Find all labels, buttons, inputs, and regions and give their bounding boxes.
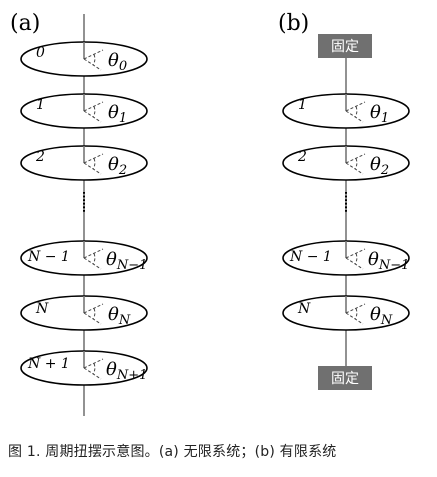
- theta-label: θN: [108, 304, 131, 328]
- disk-index: 1: [36, 97, 45, 113]
- theta-label: θ2: [108, 154, 127, 178]
- disk-index: N: [297, 301, 311, 317]
- disk-a-3: N − 1 θN−1: [20, 240, 148, 276]
- panel-b-label: (b): [278, 11, 309, 36]
- theta-label: θN−1: [106, 249, 147, 273]
- disk-b-1: 1 θ1: [282, 93, 410, 129]
- svg-text:固定: 固定: [331, 39, 359, 55]
- disk-a-0: 0 θ0: [20, 41, 148, 77]
- disk-index: N: [35, 301, 49, 317]
- theta-label: θ2: [370, 154, 389, 178]
- fixed-bottom-box: 固定: [318, 366, 372, 390]
- theta-label: θ1: [370, 102, 389, 126]
- disk-index: N − 1: [289, 249, 332, 265]
- disk-b-3: N − 1 θN−1: [282, 240, 410, 276]
- disk-index: 1: [298, 97, 307, 113]
- theta-label: θN+1: [106, 359, 147, 383]
- theta-label: θ1: [108, 102, 127, 126]
- disk-a-2: 2 θ2: [20, 145, 148, 181]
- disk-a-5: N + 1 θN+1: [20, 350, 148, 386]
- disk-index: 0: [36, 45, 45, 61]
- theta-label: θN: [370, 304, 393, 328]
- fixed-top-box: 固定: [318, 34, 372, 58]
- panel-a-disks: 0 θ0 1 θ1 2 θ2 N − 1 θN: [20, 41, 148, 386]
- disk-index: 2: [297, 149, 307, 165]
- panel-b-disks: 1 θ1 2 θ2 N − 1 θN−1 N: [282, 93, 410, 331]
- disk-index: 2: [35, 149, 45, 165]
- disk-b-4: N θN: [282, 295, 410, 331]
- figure-caption: 图 1. 周期扭摆示意图。(a) 无限系统；(b) 有限系统: [8, 444, 337, 460]
- disk-a-4: N θN: [20, 295, 148, 331]
- pendulum-diagram: (a) (b) 0 θ0 1 θ1: [10, 11, 410, 416]
- disk-index: N + 1: [27, 356, 70, 372]
- theta-label: θ0: [108, 50, 127, 74]
- theta-label: θN−1: [368, 249, 409, 273]
- disk-b-2: 2 θ2: [282, 145, 410, 181]
- disk-index: N − 1: [27, 249, 70, 265]
- panel-a-label: (a): [10, 11, 40, 36]
- disk-a-1: 1 θ1: [20, 93, 148, 129]
- svg-text:固定: 固定: [331, 371, 359, 387]
